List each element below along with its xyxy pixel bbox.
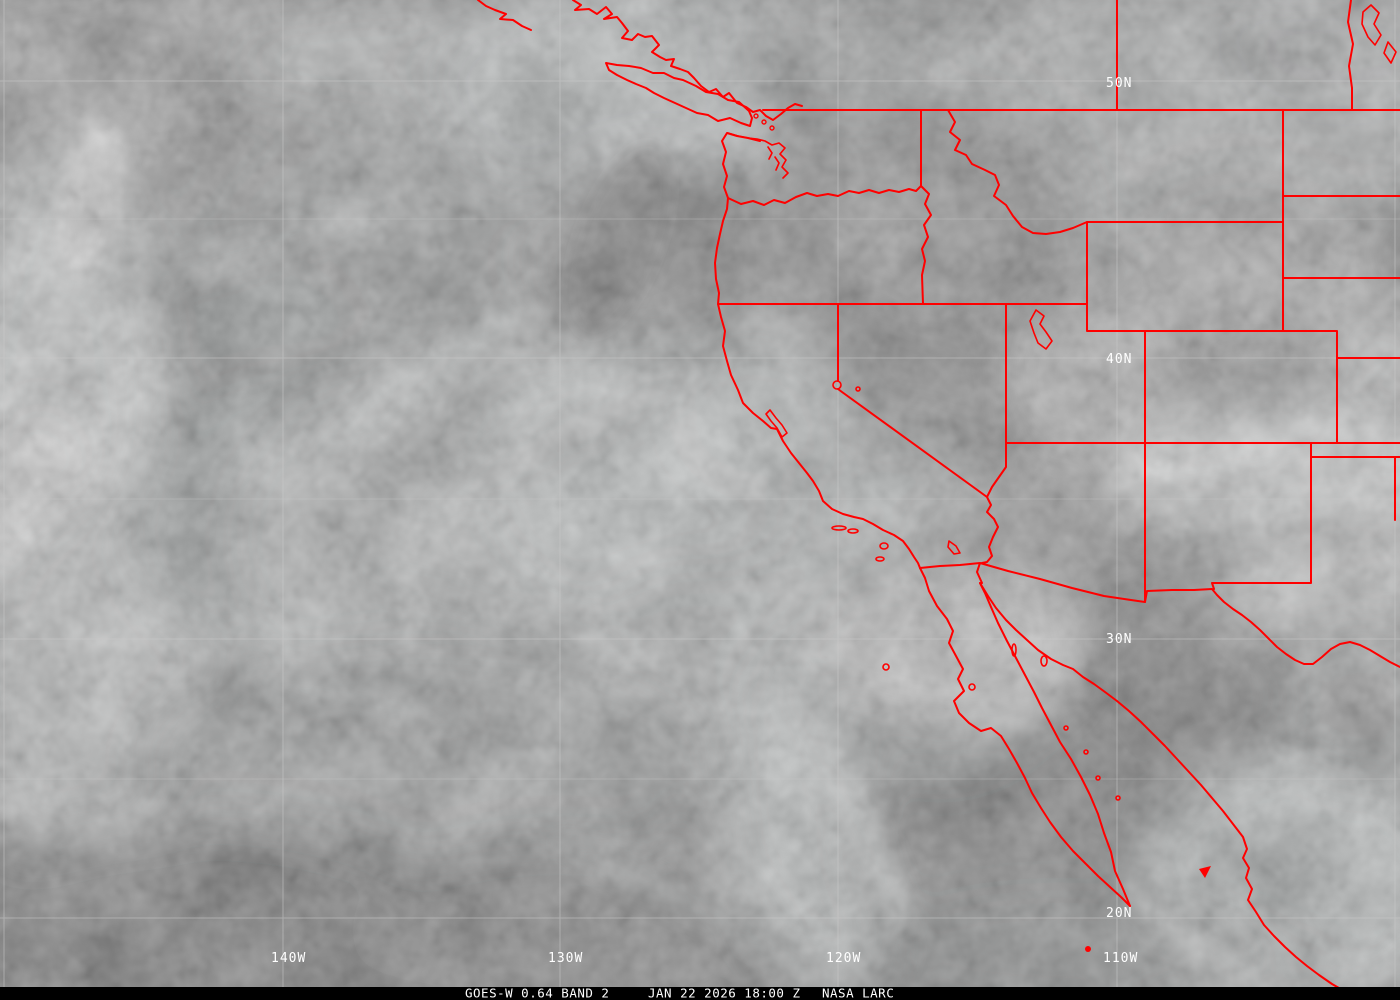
border-id-mt-divide (947, 109, 1088, 235)
lon-label-120w: 120W (826, 951, 861, 966)
coastline-baja-pacific (919, 567, 1131, 907)
coastline-baja-gulf (979, 582, 1131, 907)
lon-label-140w: 140W (271, 951, 306, 966)
borders-mountain-west-states (1005, 109, 1400, 603)
gulf-islands (753, 113, 775, 131)
map-overlay (477, 0, 1400, 1000)
marker-socorro-island (1085, 946, 1091, 952)
coastline-mexico-mainland (979, 582, 1361, 1000)
lon-label-110w: 110W (1103, 951, 1138, 966)
lon-label-130w: 130W (548, 951, 583, 966)
islands-pacific (831, 525, 1121, 801)
caption-datetime: JAN 22 2026 18:00 Z (648, 986, 801, 1000)
border-us-mexico (919, 562, 1400, 668)
caption-satellite-band: GOES-W 0.64 BAND 2 (465, 986, 609, 1000)
border-wa-id-or (727, 109, 932, 305)
graticule-minor-lines (0, 218, 1400, 780)
caption-credit: NASA LARC (822, 986, 894, 1000)
coastline-bc-archipelago (477, 0, 803, 121)
caption-bar-background (0, 987, 1400, 1000)
caption-text: GOES-W 0.64 BAND 2 JAN 22 2026 18:00 Z N… (465, 986, 894, 1000)
coastline-vancouver-island (605, 62, 753, 127)
lat-label-50n: 50N (1106, 76, 1132, 91)
graticule-labels: 50N 40N 30N 20N 140W 130W 120W 110W (271, 76, 1138, 966)
lakes-manitoba (1361, 4, 1397, 64)
border-ca-nv-colorado-river (837, 303, 1007, 564)
caption-bar: GOES-W 0.64 BAND 2 JAN 22 2026 18:00 Z N… (0, 986, 1400, 1000)
coastline-us-west (714, 132, 921, 569)
marker-arrow (1199, 866, 1211, 878)
borders-canadian-provinces (1116, 0, 1354, 111)
lat-label-30n: 30N (1106, 632, 1132, 647)
point-markers (1085, 866, 1211, 952)
lat-label-20n: 20N (1106, 906, 1132, 921)
lakes-west (765, 309, 1053, 555)
lat-label-40n: 40N (1106, 352, 1132, 367)
